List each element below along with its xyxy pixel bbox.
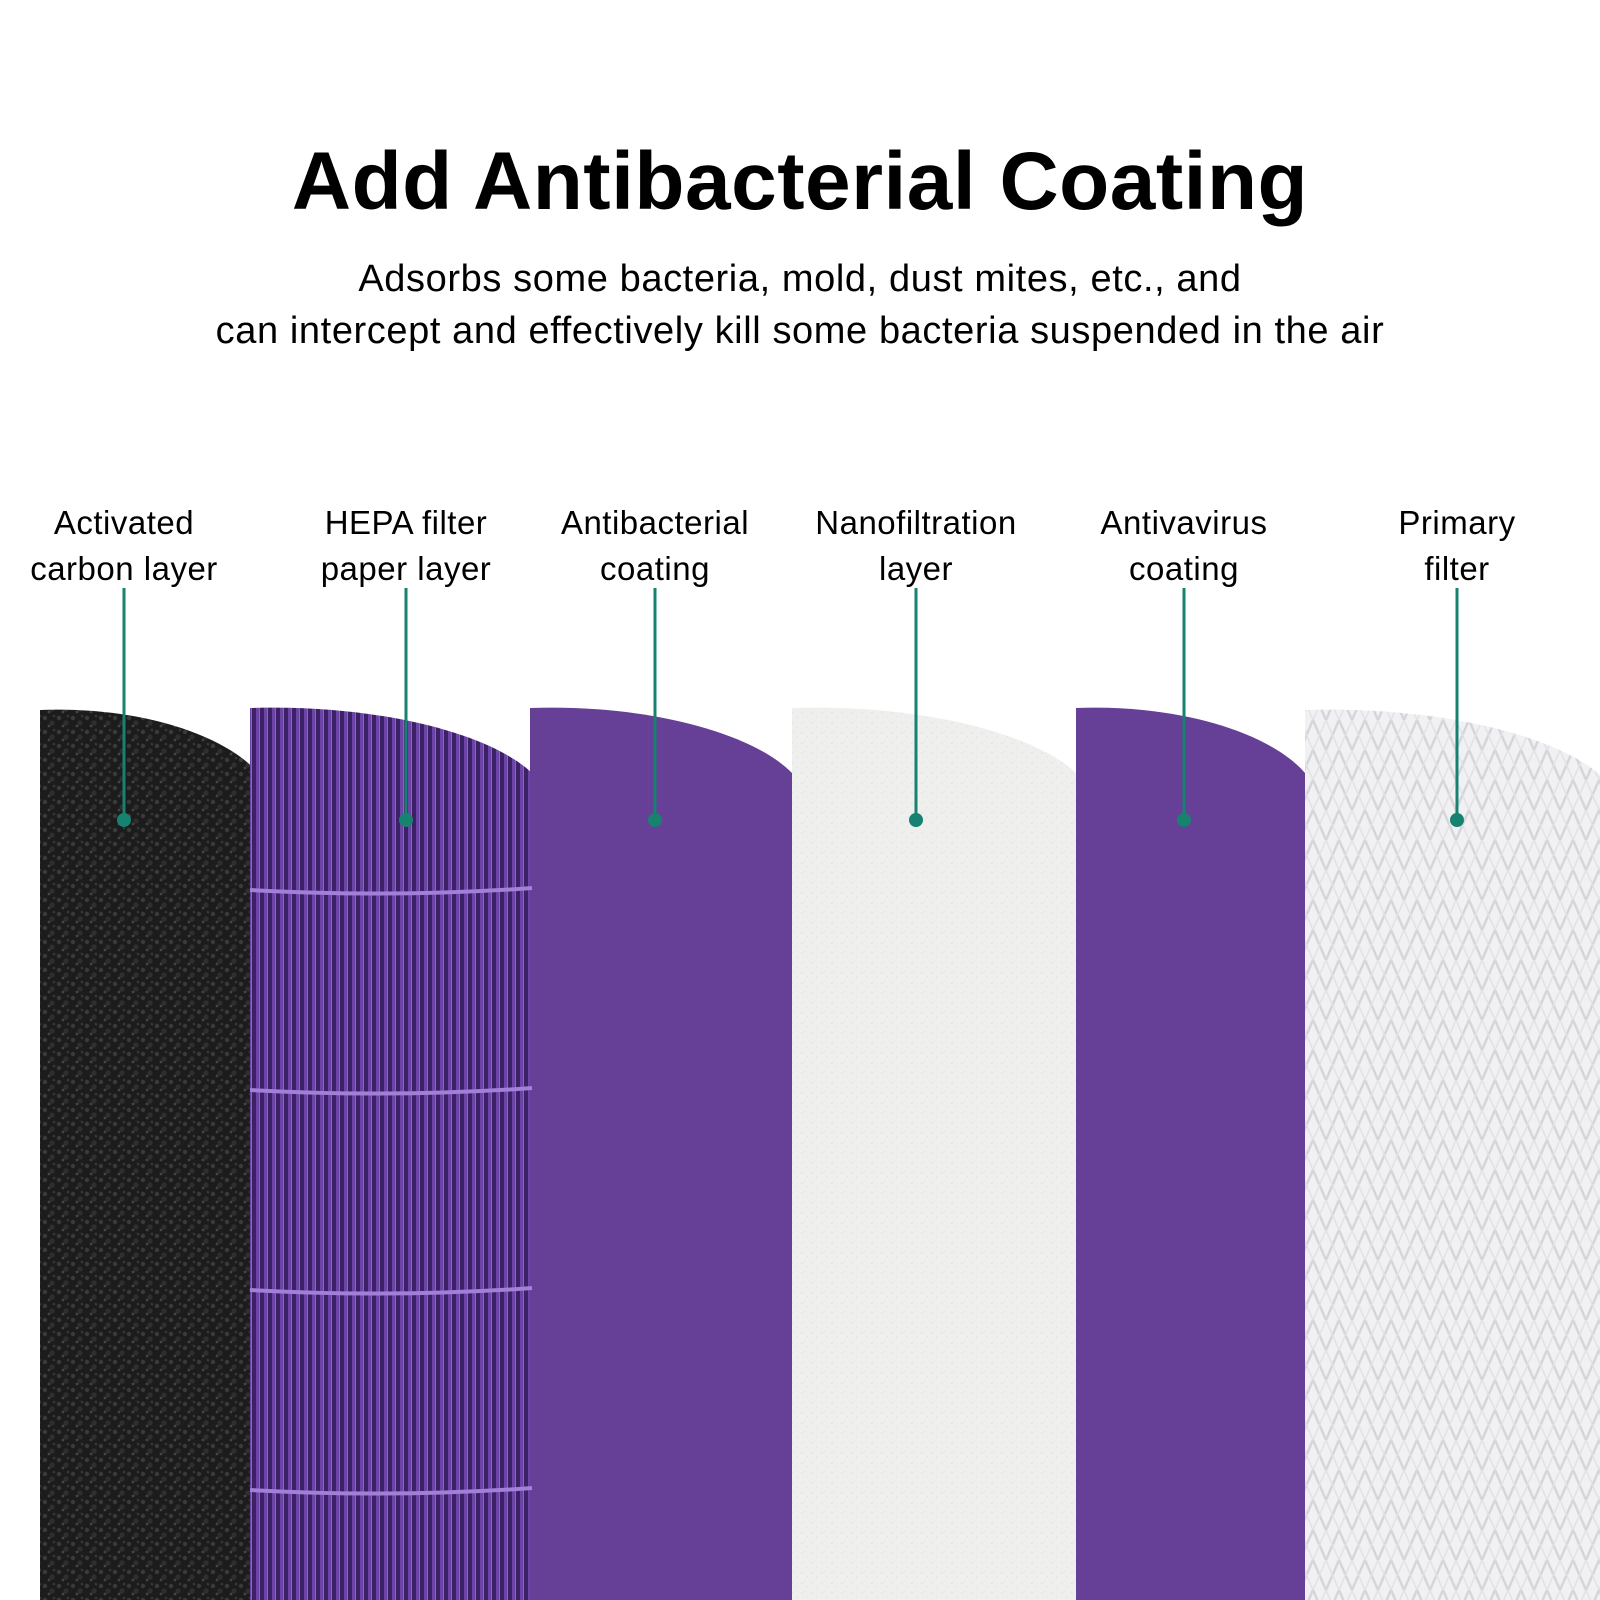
hepa-band-4 [249, 1486, 533, 1496]
layer-label-5-line1: Antivavirus [1100, 504, 1268, 541]
pointer-dot-3 [648, 813, 662, 827]
hepa-band-3 [249, 1286, 533, 1296]
layer-label-4: Nanofiltration layer [786, 500, 1046, 592]
layer-label-3-line2: coating [600, 550, 710, 587]
layer-strip-4 [792, 707, 1076, 1600]
layer-label-6-line2: filter [1424, 550, 1490, 587]
page-title: Add Antibacterial Coating [291, 136, 1309, 227]
pointer-dot-2 [399, 813, 413, 827]
layer-label-3-line1: Antibacterial [560, 504, 750, 541]
layer-strip-2 [250, 707, 532, 1600]
hepa-band-2 [249, 1086, 533, 1096]
layer-label-4-line2: layer [878, 550, 954, 587]
layer-label-1-line2: carbon layer [30, 550, 218, 587]
subtitle-line-2: can intercept and effectively kill some … [215, 310, 1385, 352]
layer-strip-6 [1305, 709, 1600, 1600]
layer-label-1: Activated carbon layer [0, 500, 254, 592]
layer-label-6-line1: Primary [1398, 504, 1516, 541]
layer-label-2-line2: paper layer [320, 550, 492, 587]
subtitle-line-1: Adsorbs some bacteria, mold, dust mites,… [358, 258, 1242, 300]
pointer-dot-6 [1450, 813, 1464, 827]
pointer-dot-5 [1177, 813, 1191, 827]
layer-label-1-line1: Activated [53, 504, 195, 541]
pointer-dot-1 [117, 813, 131, 827]
layer-label-6: Primary filter [1327, 500, 1587, 592]
layer-label-5: Antivavirus coating [1054, 500, 1314, 592]
layer-label-5-line2: coating [1129, 550, 1239, 587]
layer-label-4-line1: Nanofiltration [815, 504, 1017, 541]
layer-label-2: HEPA filter paper layer [276, 500, 536, 592]
layer-strip-5 [1076, 707, 1305, 1600]
layer-label-2-line1: HEPA filter [324, 504, 488, 541]
pointer-dot-4 [909, 813, 923, 827]
layer-strip-3 [530, 707, 792, 1600]
hepa-band-1 [249, 886, 533, 896]
layer-label-3: Antibacterial coating [525, 500, 785, 592]
layer-strip-1 [40, 709, 260, 1600]
